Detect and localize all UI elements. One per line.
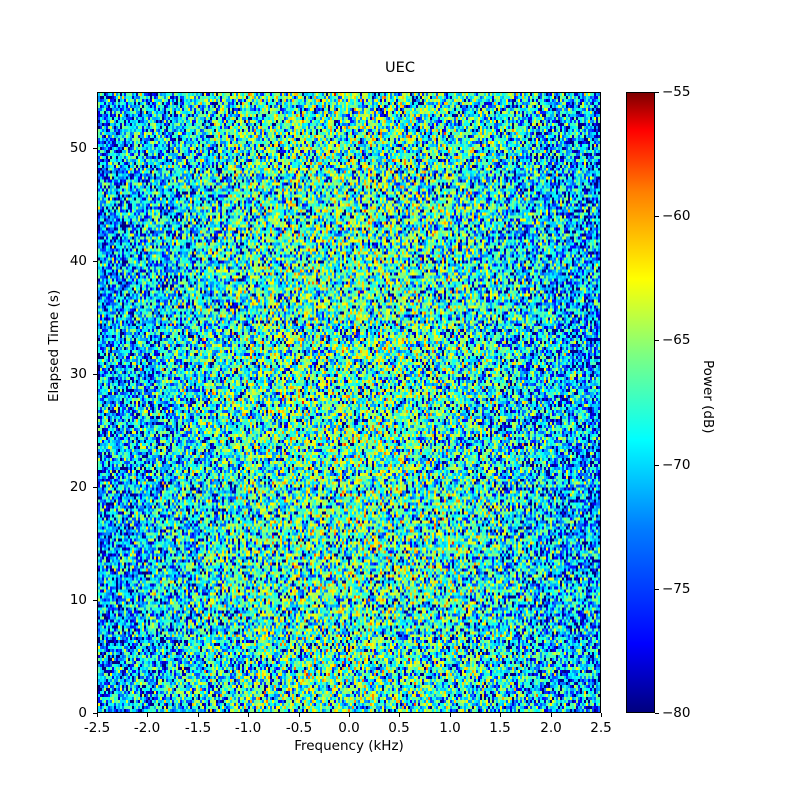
x-tick-mark: [500, 713, 501, 717]
colorbar-tick-mark: [655, 92, 659, 93]
spectrogram-plot-area: [97, 92, 601, 713]
colorbar-tick-mark: [655, 465, 659, 466]
y-tick-mark: [93, 148, 97, 149]
y-tick-mark: [93, 487, 97, 488]
colorbar-tick-label: −70: [662, 457, 691, 473]
y-tick-label: 30: [69, 366, 87, 382]
x-tick-mark: [551, 713, 552, 717]
x-tick-label: 0.0: [338, 720, 360, 736]
y-tick-label: 20: [69, 479, 87, 495]
x-tick-mark: [97, 713, 98, 717]
x-tick-label: 1.0: [439, 720, 461, 736]
y-tick-label: 50: [69, 140, 87, 156]
colorbar-tick-mark: [655, 216, 659, 217]
x-tick-label: -1.0: [234, 720, 262, 736]
y-axis-label: Elapsed Time (s): [46, 289, 62, 402]
y-tick-label: 40: [69, 253, 87, 269]
y-tick-label: 0: [78, 705, 87, 721]
colorbar-tick-mark: [655, 340, 659, 341]
colorbar-tick-label: −75: [662, 581, 691, 597]
x-tick-label: 2.0: [540, 720, 562, 736]
x-tick-mark: [601, 713, 602, 717]
x-tick-label: 0.5: [388, 720, 410, 736]
x-tick-mark: [198, 713, 199, 717]
colorbar-label: Power (dB): [700, 360, 716, 434]
x-tick-label: 2.5: [590, 720, 612, 736]
colorbar-tick-label: −80: [662, 705, 691, 721]
x-tick-mark: [450, 713, 451, 717]
y-tick-mark: [93, 374, 97, 375]
x-axis-label: Frequency (kHz): [294, 738, 404, 754]
y-tick-mark: [93, 261, 97, 262]
colorbar-tick-label: −60: [662, 208, 691, 224]
colorbar-tick-label: −65: [662, 332, 691, 348]
x-tick-mark: [248, 713, 249, 717]
y-tick-mark: [93, 713, 97, 714]
x-tick-label: -2.0: [133, 720, 161, 736]
x-tick-mark: [299, 713, 300, 717]
x-tick-mark: [147, 713, 148, 717]
colorbar-tick-mark: [655, 713, 659, 714]
x-tick-label: -0.5: [285, 720, 313, 736]
spectrogram-image: [98, 93, 600, 712]
x-tick-label: 1.5: [489, 720, 511, 736]
colorbar: [626, 92, 655, 713]
y-tick-mark: [93, 600, 97, 601]
x-tick-label: -2.5: [83, 720, 111, 736]
y-tick-label: 10: [69, 592, 87, 608]
colorbar-tick-mark: [655, 589, 659, 590]
figure-title-station: UEC: [385, 60, 415, 77]
x-tick-label: -1.5: [184, 720, 212, 736]
colorbar-tick-label: −55: [662, 84, 691, 100]
x-tick-mark: [399, 713, 400, 717]
x-tick-mark: [349, 713, 350, 717]
